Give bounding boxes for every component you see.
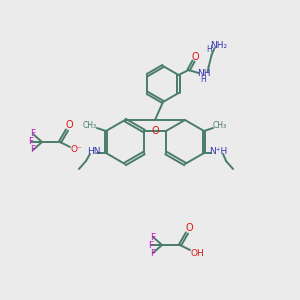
Text: H: H xyxy=(207,46,212,55)
Text: F: F xyxy=(150,248,156,257)
Text: F: F xyxy=(30,146,36,154)
Text: CH₃: CH₃ xyxy=(213,122,227,130)
Text: O: O xyxy=(65,120,73,130)
Text: O: O xyxy=(185,223,193,233)
Text: O: O xyxy=(192,52,200,62)
Text: H: H xyxy=(201,74,206,83)
Text: CH₃: CH₃ xyxy=(83,122,97,130)
Text: F: F xyxy=(148,241,154,250)
Text: NH: NH xyxy=(197,68,210,77)
Text: OH: OH xyxy=(190,248,204,257)
Text: HN: HN xyxy=(87,148,101,157)
Text: F: F xyxy=(28,137,34,146)
Text: F: F xyxy=(150,232,156,242)
Text: NH₂: NH₂ xyxy=(210,40,227,50)
Text: O: O xyxy=(151,126,159,136)
Text: N⁺H: N⁺H xyxy=(209,148,227,157)
Text: F: F xyxy=(30,130,36,139)
Text: O⁻: O⁻ xyxy=(70,146,82,154)
